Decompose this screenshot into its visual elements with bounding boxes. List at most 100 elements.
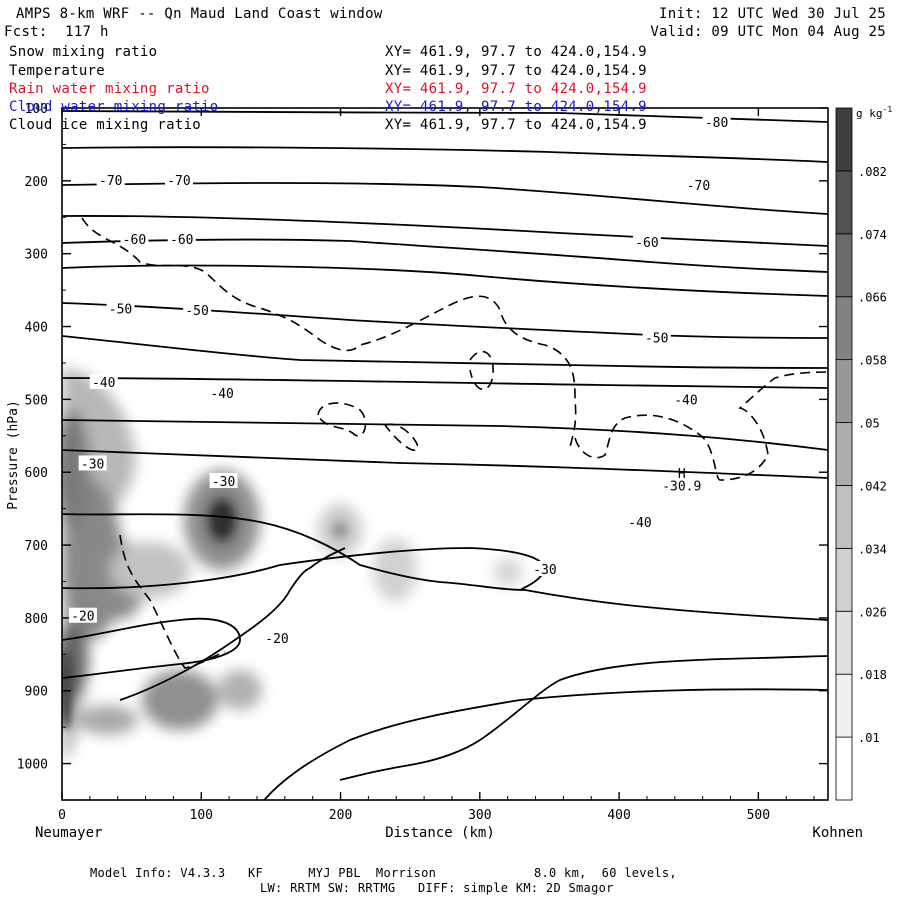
valid-time: Valid: 09 UTC Mon 04 Aug 25 [650, 24, 886, 40]
contour-label-bg [78, 455, 107, 471]
colorbar-swatch [835, 359, 853, 423]
temperature-contours [62, 110, 828, 800]
contour-label: -40 [210, 387, 233, 402]
contour-label: -60 [123, 233, 146, 248]
contour-label-bg [106, 300, 135, 316]
field-xy: XY= 461.9, 97.7 to 424.0,154.9 [385, 63, 647, 79]
contour-label-bg [671, 391, 700, 407]
x-tick-label: 0 [58, 808, 66, 823]
field-name: Temperature [9, 63, 106, 79]
contour-label-bg [89, 373, 118, 389]
colorbar-label: .042 [858, 479, 887, 493]
extremum-annotation: -30.9 [662, 479, 701, 494]
colorbar-swatch [835, 547, 853, 612]
contour-label-bg [208, 384, 237, 400]
contour-label-bg [209, 472, 238, 488]
x-tick-label: 300 [468, 808, 491, 823]
x-tick-label: 500 [747, 808, 770, 823]
colorbar-unit: g kg-1 [856, 105, 892, 120]
contour-label: -40 [92, 376, 115, 391]
y-tick-label: 500 [25, 393, 48, 408]
colorbar-swatch [835, 296, 853, 361]
field-name: Cloud water mixing ratio [9, 99, 219, 115]
field-xy: XY= 461.9, 97.7 to 424.0,154.9 [385, 81, 647, 97]
contour-label-bg [702, 113, 731, 129]
colorbar-label: .026 [858, 605, 887, 619]
x-tick-label: 200 [329, 808, 352, 823]
colorbar-swatch [835, 673, 853, 738]
colorbar-label: .01 [858, 731, 880, 745]
contour-label: -40 [628, 516, 651, 531]
colorbar-swatch [835, 233, 853, 298]
colorbar-label: .018 [858, 668, 887, 682]
contour-label: -20 [265, 632, 288, 647]
colorbar-unit-exponent: -1 [883, 105, 893, 114]
colorbar-swatch [835, 736, 853, 801]
contour-label-bg [632, 234, 661, 250]
contour-label: -70 [167, 174, 190, 189]
contour-label-bg [263, 630, 291, 645]
x-tick-label: 100 [190, 808, 213, 823]
contour-label: -60 [635, 236, 658, 251]
mixing-ratio-shading [62, 368, 523, 760]
contour-label: -30 [81, 457, 104, 472]
extremum-annotation: H [678, 467, 686, 482]
contour-label: -70 [687, 179, 710, 194]
colorbar-label: .066 [858, 291, 887, 305]
y-tick-label: 1000 [17, 758, 48, 773]
colorbar-label: .034 [858, 542, 887, 556]
init-time: Init: 12 UTC Wed 30 Jul 25 [659, 6, 886, 22]
contour-label-bg [167, 231, 196, 247]
forecast-hour: Fcst: 117 h [4, 24, 109, 40]
colorbar-swatch [835, 170, 853, 235]
colorbar-swatch [835, 610, 853, 675]
y-tick-label: 800 [25, 612, 48, 627]
contour-label: -70 [99, 174, 122, 189]
field-name: Rain water mixing ratio [9, 81, 210, 97]
contour-label-bg [531, 561, 559, 576]
model-info: Model Info: V4.3.3 KF MYJ PBL Morrison 8… [90, 866, 677, 880]
contour-label-bg [68, 607, 97, 623]
x-axis-label: Distance (km) [385, 825, 495, 841]
y-tick-label: 200 [25, 175, 48, 190]
y-tick-label: 400 [25, 321, 48, 336]
colorbar-label: .074 [858, 228, 887, 242]
colorbar: .01 .018 .026 .034 .042 .05 .058 .066 .074 .082 g … [835, 105, 892, 801]
axes: 0 100 200 300 400 500 100 200 300 400 500 600 700 800… [6, 102, 863, 841]
contour-label-bg [684, 177, 713, 193]
y-tick-label: 900 [25, 685, 48, 700]
colorbar-label: .082 [858, 165, 887, 179]
y-tick-label: 600 [25, 466, 48, 481]
y-tick-label: 700 [25, 539, 48, 554]
contour-label: -50 [185, 304, 208, 319]
y-axis-label: Pressure (hPa) [6, 400, 21, 510]
cloud-water-contours [81, 217, 828, 669]
x-tick-label: 400 [607, 808, 630, 823]
colorbar-swatch [835, 107, 853, 172]
contour-label-bg [183, 301, 212, 317]
contour-label: -50 [109, 302, 132, 317]
contour-label-bg [120, 231, 149, 247]
field-xy: XY= 461.9, 97.7 to 424.0,154.9 [385, 44, 647, 60]
y-tick-label: 300 [25, 248, 48, 263]
field-name: Cloud ice mixing ratio [9, 117, 202, 133]
contour-label-bg [164, 172, 193, 188]
contour-labels: -80 -70 -70 -70 -60 -60 -60 -50 -50 -50 -40 -40 -40 -… [68, 113, 731, 648]
left-end-label: Neumayer [35, 825, 102, 841]
contour-label-bg [96, 172, 125, 188]
contour-label: -40 [674, 393, 697, 408]
contour-label: -30 [533, 563, 556, 578]
contour-label: -60 [170, 233, 193, 248]
field-xy: XY= 461.9, 97.7 to 424.0,154.9 [385, 117, 647, 133]
field-name: Snow mixing ratio [9, 44, 158, 60]
right-end-label: Kohnen [812, 825, 863, 841]
colorbar-swatch [835, 485, 853, 549]
contour-label: -30 [212, 475, 235, 490]
colorbar-label: .05 [858, 417, 880, 431]
plot-frame [61, 107, 829, 801]
contour-label: -80 [705, 116, 728, 131]
contour-label-bg [642, 329, 671, 345]
y-tick-label: 100 [25, 102, 48, 117]
contour-label: -50 [645, 331, 668, 346]
